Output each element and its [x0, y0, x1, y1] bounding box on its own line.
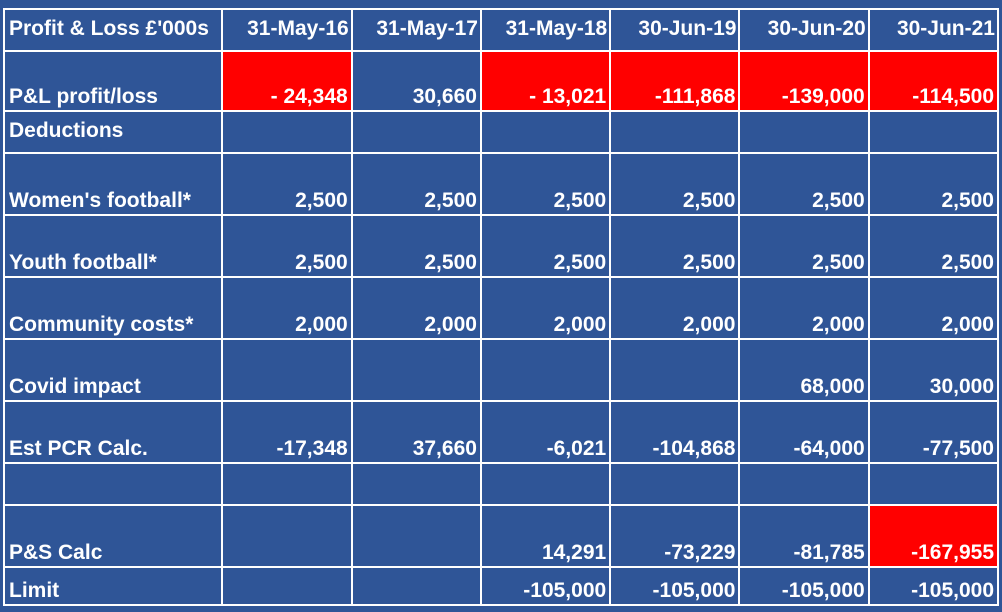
table-row: [2, 462, 1000, 506]
value-cell[interactable]: [738, 110, 870, 154]
value-cell[interactable]: 30,660: [350, 50, 482, 112]
value-cell[interactable]: [609, 462, 741, 506]
value-cell[interactable]: -64,000: [738, 400, 870, 464]
table-row: Covid impact 68,000 30,000: [2, 338, 1000, 402]
value-cell[interactable]: 2,000: [867, 276, 1000, 340]
value-cell[interactable]: 2,000: [350, 276, 482, 340]
value-cell[interactable]: -105,000: [609, 566, 741, 606]
value-cell[interactable]: [221, 462, 353, 506]
table-row: P&S Calc 14,291 -73,229 -81,785 -167,955: [2, 504, 1000, 568]
header-cell[interactable]: 31-May-18: [479, 8, 612, 52]
value-cell[interactable]: [738, 462, 870, 506]
value-cell[interactable]: [867, 462, 1000, 506]
value-cell[interactable]: -6,021: [479, 400, 612, 464]
value-cell[interactable]: -104,868: [609, 400, 741, 464]
value-cell[interactable]: -167,955: [867, 504, 1000, 568]
value-cell[interactable]: - 24,348: [221, 50, 353, 112]
value-cell[interactable]: 2,500: [738, 214, 870, 278]
value-cell[interactable]: -81,785: [738, 504, 870, 568]
value-cell[interactable]: 2,500: [609, 214, 741, 278]
value-cell[interactable]: 2,000: [738, 276, 870, 340]
table-row: Community costs* 2,000 2,000 2,000 2,000…: [2, 276, 1000, 340]
value-cell[interactable]: -73,229: [609, 504, 741, 568]
header-row: Profit & Loss £'000s 31-May-16 31-May-17…: [2, 8, 1000, 52]
value-cell[interactable]: [221, 566, 353, 606]
value-cell[interactable]: - 13,021: [479, 50, 612, 112]
value-cell[interactable]: -77,500: [867, 400, 1000, 464]
table-row: Deductions: [2, 110, 1000, 154]
profit-loss-table: Profit & Loss £'000s 31-May-16 31-May-17…: [2, 8, 1000, 606]
value-cell[interactable]: [479, 462, 612, 506]
row-label-cell[interactable]: Women's football*: [2, 152, 224, 216]
table-row: Est PCR Calc. -17,348 37,660 -6,021 -104…: [2, 400, 1000, 464]
value-cell[interactable]: [867, 110, 1000, 154]
value-cell[interactable]: 2,500: [479, 214, 612, 278]
value-cell[interactable]: 2,000: [609, 276, 741, 340]
value-cell[interactable]: 2,500: [221, 152, 353, 216]
value-cell[interactable]: 14,291: [479, 504, 612, 568]
table-row: Women's football* 2,500 2,500 2,500 2,50…: [2, 152, 1000, 216]
header-cell[interactable]: 31-May-16: [221, 8, 353, 52]
row-label-cell[interactable]: Covid impact: [2, 338, 224, 402]
row-label-cell[interactable]: P&S Calc: [2, 504, 224, 568]
header-cell[interactable]: 31-May-17: [350, 8, 482, 52]
value-cell[interactable]: 30,000: [867, 338, 1000, 402]
value-cell[interactable]: [609, 110, 741, 154]
value-cell[interactable]: [350, 110, 482, 154]
row-label-cell[interactable]: P&L profit/loss: [2, 50, 224, 112]
value-cell[interactable]: 2,500: [479, 152, 612, 216]
value-cell[interactable]: -139,000: [738, 50, 870, 112]
value-cell[interactable]: [221, 338, 353, 402]
header-cell[interactable]: 30-Jun-21: [867, 8, 1000, 52]
header-cell[interactable]: 30-Jun-19: [609, 8, 741, 52]
value-cell[interactable]: 2,000: [221, 276, 353, 340]
value-cell[interactable]: -111,868: [609, 50, 741, 112]
value-cell[interactable]: 2,500: [738, 152, 870, 216]
value-cell[interactable]: 37,660: [350, 400, 482, 464]
row-label-cell[interactable]: Deductions: [2, 110, 224, 154]
value-cell[interactable]: 68,000: [738, 338, 870, 402]
value-cell[interactable]: 2,500: [221, 214, 353, 278]
value-cell[interactable]: -17,348: [221, 400, 353, 464]
header-cell[interactable]: 30-Jun-20: [738, 8, 870, 52]
table-row: Youth football* 2,500 2,500 2,500 2,500 …: [2, 214, 1000, 278]
row-label-cell[interactable]: Youth football*: [2, 214, 224, 278]
value-cell[interactable]: -114,500: [867, 50, 1000, 112]
value-cell[interactable]: -105,000: [867, 566, 1000, 606]
value-cell[interactable]: -105,000: [479, 566, 612, 606]
value-cell[interactable]: [350, 566, 482, 606]
value-cell[interactable]: 2,500: [867, 214, 1000, 278]
table-row: Limit -105,000 -105,000 -105,000 -105,00…: [2, 566, 1000, 606]
value-cell[interactable]: [221, 504, 353, 568]
value-cell[interactable]: 2,500: [350, 214, 482, 278]
table-row: P&L profit/loss - 24,348 30,660 - 13,021…: [2, 50, 1000, 112]
row-label-cell[interactable]: Limit: [2, 566, 224, 606]
row-label-cell[interactable]: Community costs*: [2, 276, 224, 340]
row-label-cell[interactable]: [2, 462, 224, 506]
value-cell[interactable]: [350, 338, 482, 402]
value-cell[interactable]: 2,000: [479, 276, 612, 340]
value-cell[interactable]: [221, 110, 353, 154]
value-cell[interactable]: 2,500: [867, 152, 1000, 216]
value-cell[interactable]: [609, 338, 741, 402]
row-label-cell[interactable]: Est PCR Calc.: [2, 400, 224, 464]
value-cell[interactable]: -105,000: [738, 566, 870, 606]
header-label-cell[interactable]: Profit & Loss £'000s: [2, 8, 224, 52]
value-cell[interactable]: [479, 338, 612, 402]
value-cell[interactable]: [350, 462, 482, 506]
value-cell[interactable]: 2,500: [609, 152, 741, 216]
value-cell[interactable]: [479, 110, 612, 154]
value-cell[interactable]: [350, 504, 482, 568]
value-cell[interactable]: 2,500: [350, 152, 482, 216]
